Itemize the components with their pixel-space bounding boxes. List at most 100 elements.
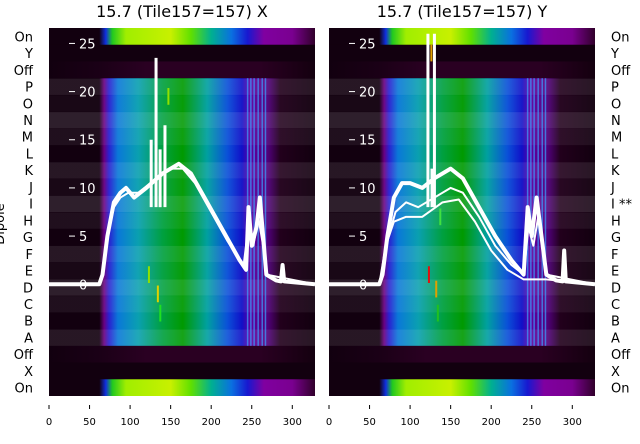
y-tick-label: 20	[359, 86, 376, 101]
y-tick-label: 0	[359, 278, 367, 293]
row-label: On	[611, 30, 629, 45]
x-tick-label: 100	[121, 417, 140, 428]
row-label: J	[28, 181, 33, 196]
y-tick-label: 0	[79, 278, 87, 293]
x-tick-label: 50	[83, 417, 96, 428]
heatmap-row	[329, 379, 595, 396]
heatmap-row	[49, 212, 315, 230]
heatmap-row	[329, 61, 595, 79]
heatmap-row	[329, 362, 595, 380]
heatmap-mark	[435, 280, 438, 298]
panel-title: 15.7 (Tile157=157) X	[96, 2, 268, 21]
row-label: Off	[611, 348, 631, 363]
row-label: C	[24, 298, 33, 313]
heatmap-row	[329, 312, 595, 330]
heatmap-row	[49, 228, 315, 246]
heatmap-row	[329, 245, 595, 263]
row-label: A	[611, 331, 620, 346]
heatmap-row	[49, 78, 315, 96]
x-tick-label: 50	[363, 417, 376, 428]
row-label: G	[23, 231, 33, 246]
row-label: A	[24, 331, 33, 346]
heatmap-row	[49, 195, 315, 213]
row-label: P	[25, 81, 33, 96]
row-label: Y	[24, 47, 33, 62]
heatmap-stripe	[253, 78, 255, 346]
row-label: N	[611, 114, 621, 129]
row-label: J	[610, 181, 615, 196]
row-label: D	[23, 281, 33, 296]
heatmap-row	[329, 228, 595, 246]
row-label: Off	[611, 64, 631, 79]
heatmap-row	[49, 128, 315, 146]
heatmap-row	[49, 145, 315, 163]
y-axis-label: Dipole	[0, 203, 8, 244]
heatmap-stripe	[530, 78, 532, 346]
row-label: H	[23, 214, 33, 229]
y-tick-label: 15	[79, 134, 96, 149]
heatmap-row	[49, 111, 315, 129]
row-label: P	[611, 81, 619, 96]
heatmap-mark	[156, 285, 159, 303]
row-label: X	[24, 365, 33, 380]
row-label: O	[23, 97, 33, 112]
row-label: E	[611, 265, 619, 280]
heatmap-row	[49, 345, 315, 364]
heatmap-mark	[147, 266, 150, 283]
heatmap-row	[329, 329, 595, 347]
row-label: K	[24, 164, 33, 179]
heatmap-mark	[427, 266, 430, 283]
row-label: L	[611, 147, 619, 162]
heatmap-row	[329, 78, 595, 96]
row-label: B	[24, 315, 33, 330]
heatmap-row	[49, 379, 315, 396]
row-label: Off	[14, 348, 34, 363]
spectrum-line	[329, 198, 595, 286]
heatmap-row	[329, 28, 595, 46]
plot-area	[49, 28, 315, 396]
heatmap-mark	[430, 44, 433, 62]
y-tick-label: 25	[359, 37, 376, 52]
row-label: X	[611, 365, 620, 380]
y-tick-label: 10	[359, 182, 376, 197]
heatmap-mark	[436, 304, 439, 322]
heatmap-row	[49, 161, 315, 180]
x-tick-label: 200	[482, 417, 501, 428]
heatmap-stripe	[541, 78, 543, 346]
row-label: H	[611, 214, 621, 229]
heatmap-row	[329, 345, 595, 364]
heatmap-row	[49, 61, 315, 79]
x-tick-label: 150	[441, 417, 460, 428]
heatmap-row	[49, 362, 315, 380]
heatmap-mark	[167, 88, 170, 105]
heatmap-row	[329, 212, 595, 230]
x-tick-label: 200	[202, 417, 221, 428]
x-tick-label: 300	[283, 417, 302, 428]
row-label: B	[611, 315, 620, 330]
row-label: C	[611, 298, 620, 313]
heatmap-stripe	[264, 78, 267, 346]
spectrum-line	[49, 161, 315, 287]
heatmap-row	[329, 128, 595, 146]
plot-area	[329, 28, 595, 396]
heatmap-row	[49, 178, 315, 196]
heatmap-row	[49, 278, 315, 297]
y-tick-label: 5	[79, 230, 87, 245]
heatmap-mark	[159, 304, 162, 322]
panel-title: 15.7 (Tile157=157) Y	[377, 2, 548, 21]
x-tick-label: 150	[161, 417, 180, 428]
row-label: G	[611, 231, 621, 246]
row-label: On	[15, 30, 33, 45]
x-tick-label: 0	[46, 417, 52, 428]
row-label: Off	[14, 64, 34, 79]
heatmap-row	[49, 329, 315, 347]
row-label: On	[15, 382, 33, 397]
heatmap-row	[329, 295, 595, 313]
x-tick-label: 250	[242, 417, 261, 428]
y-tick-label: 15	[359, 134, 376, 149]
row-label: K	[611, 164, 620, 179]
heatmap-row	[329, 145, 595, 163]
heatmap-row	[49, 94, 315, 113]
